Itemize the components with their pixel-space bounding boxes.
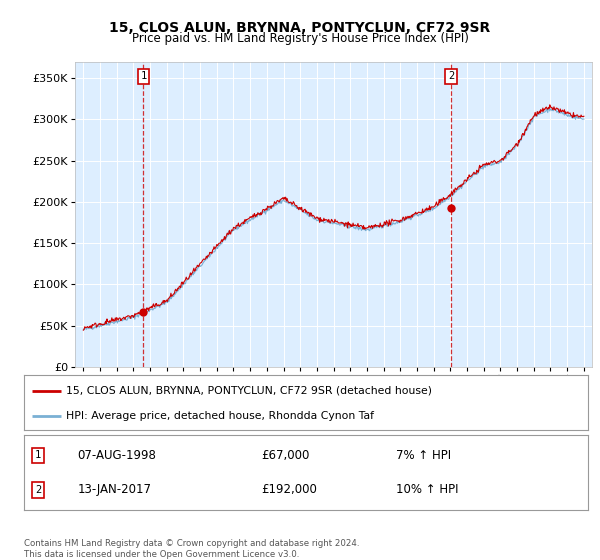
Text: 15, CLOS ALUN, BRYNNA, PONTYCLUN, CF72 9SR (detached house): 15, CLOS ALUN, BRYNNA, PONTYCLUN, CF72 9… xyxy=(66,386,432,395)
Text: 1: 1 xyxy=(35,450,41,460)
Text: 1: 1 xyxy=(140,72,146,81)
Text: HPI: Average price, detached house, Rhondda Cynon Taf: HPI: Average price, detached house, Rhon… xyxy=(66,412,374,421)
Text: 13-JAN-2017: 13-JAN-2017 xyxy=(77,483,152,496)
Text: 2: 2 xyxy=(35,485,41,495)
Text: £67,000: £67,000 xyxy=(261,449,309,462)
Text: 07-AUG-1998: 07-AUG-1998 xyxy=(77,449,157,462)
Text: 10% ↑ HPI: 10% ↑ HPI xyxy=(396,483,459,496)
Text: 7% ↑ HPI: 7% ↑ HPI xyxy=(396,449,451,462)
Text: Price paid vs. HM Land Registry's House Price Index (HPI): Price paid vs. HM Land Registry's House … xyxy=(131,32,469,45)
Text: 2: 2 xyxy=(448,72,454,81)
Text: 15, CLOS ALUN, BRYNNA, PONTYCLUN, CF72 9SR: 15, CLOS ALUN, BRYNNA, PONTYCLUN, CF72 9… xyxy=(109,21,491,35)
Text: Contains HM Land Registry data © Crown copyright and database right 2024.
This d: Contains HM Land Registry data © Crown c… xyxy=(24,539,359,559)
Text: £192,000: £192,000 xyxy=(261,483,317,496)
